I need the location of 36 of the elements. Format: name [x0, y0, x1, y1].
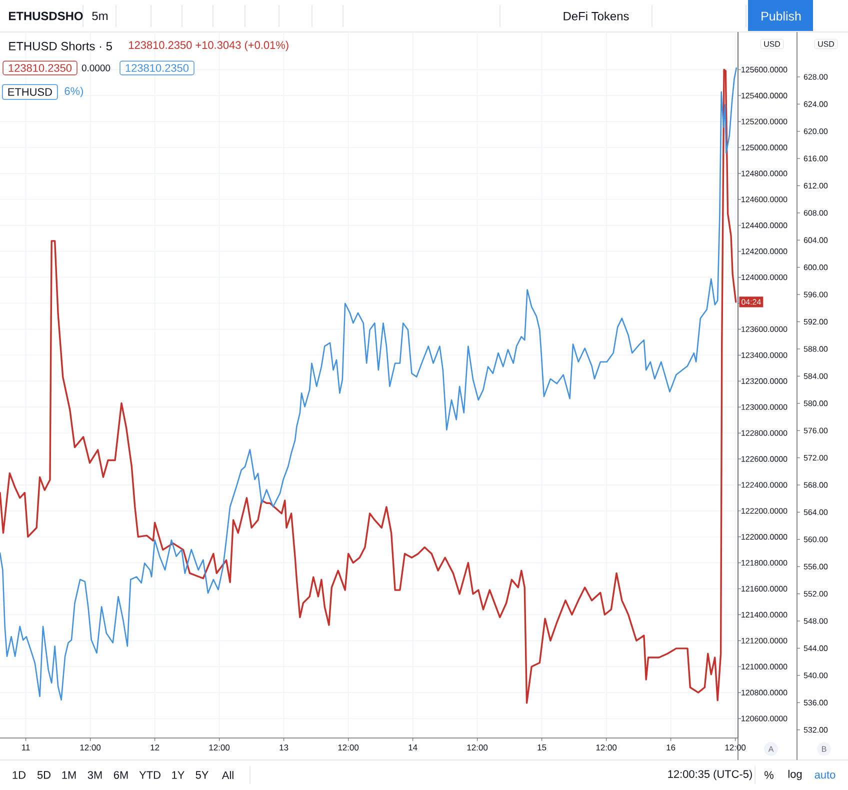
- annotation: 123810.2350: [8, 64, 72, 72]
- x-tick-label: 12:00: [467, 744, 488, 751]
- x-tick-label: 13: [280, 744, 288, 751]
- text: 3M: [88, 771, 102, 779]
- text: ETHUSD Shorts · 5: [9, 42, 112, 50]
- text: 1Y: [172, 771, 184, 779]
- x-tick-label: 15: [538, 744, 546, 750]
- x-tick-label: 12:00: [338, 744, 359, 751]
- text: auto: [814, 771, 836, 779]
- text: 12:00:35 (UTC-5): [668, 770, 752, 780]
- text: YTD: [139, 771, 160, 779]
- x-tick-label: 16: [666, 744, 676, 751]
- text: 1M: [62, 771, 76, 779]
- x-tick-label: 12:00: [725, 744, 746, 751]
- text: DeFi Tokens: [564, 12, 629, 20]
- annotation: 123810.2350: [126, 64, 189, 72]
- x-tick-label: 12:00: [80, 744, 101, 751]
- text: 5m: [92, 12, 108, 20]
- legend-label: ETHUSD: [8, 88, 52, 96]
- text: 5Y: [196, 771, 208, 779]
- x-tick-label: 12:00: [596, 744, 617, 751]
- annotation: 6%): [64, 86, 84, 98]
- text: 1D: [12, 771, 26, 779]
- x-tick-label: 11: [22, 744, 30, 750]
- text: %: [764, 771, 774, 779]
- x-tick-label: 12: [150, 744, 160, 750]
- text: All: [222, 771, 234, 779]
- text: 5D: [37, 771, 50, 779]
- text: ETHUSDSHO: [8, 12, 83, 20]
- x-tick-label: 14: [408, 744, 418, 750]
- annotation: 123810.2350 +10.3043 (+0.01%): [129, 40, 288, 52]
- text: 6M: [114, 771, 128, 779]
- text: log: [788, 770, 802, 780]
- x-tick-label: 12:00: [209, 744, 230, 751]
- text: Publish: [762, 11, 801, 21]
- annotation: 0.0000: [82, 64, 110, 72]
